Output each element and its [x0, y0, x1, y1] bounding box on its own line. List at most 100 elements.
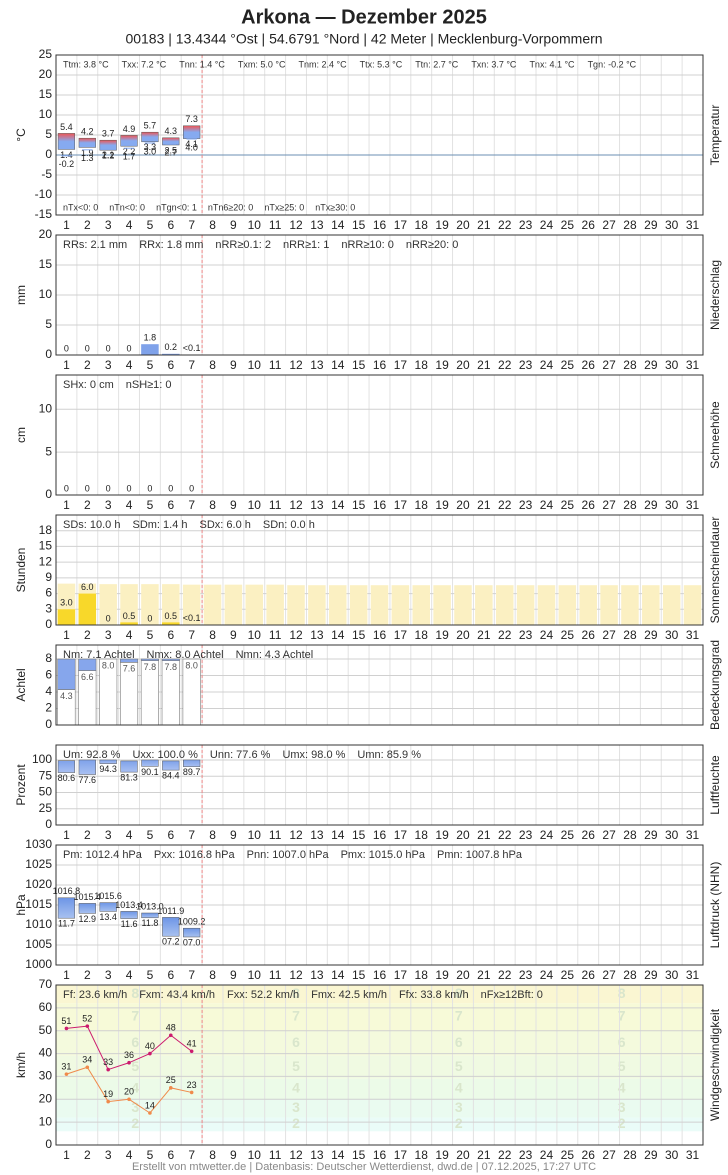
x-tick-label: 20	[456, 358, 470, 372]
value-label: 40	[145, 1041, 155, 1051]
bar	[412, 585, 431, 625]
point	[64, 1072, 69, 1076]
x-tick-label: 16	[373, 498, 387, 512]
x-tick-label: 27	[602, 358, 616, 372]
y-tick-label: 1000	[25, 957, 52, 971]
x-tick-label: 16	[373, 358, 387, 372]
x-tick-label: 4	[126, 628, 133, 642]
bar	[141, 584, 159, 625]
x-tick-label: 31	[686, 498, 700, 512]
bar	[224, 584, 243, 625]
beaufort-label: 6	[618, 1034, 626, 1050]
value-label: 7.3	[185, 114, 198, 124]
point	[127, 1097, 131, 1102]
bar	[266, 584, 284, 625]
bar	[308, 585, 326, 625]
value-label: 5.4	[60, 122, 73, 132]
value-label: 14	[145, 1100, 155, 1110]
y-tick-label: 20	[39, 227, 53, 241]
stat: nRR≥0.1: 2	[215, 239, 271, 251]
x-tick-label: 23	[519, 628, 533, 642]
y-tick-label: 5	[45, 444, 52, 458]
y-tick-label: -15	[35, 207, 53, 221]
panel-title: Temperatur	[708, 105, 722, 166]
stat: Tgn: -0.2 °C	[588, 59, 637, 69]
cover-gap	[119, 658, 139, 663]
x-tick-label: 19	[435, 498, 449, 512]
bar	[120, 584, 138, 625]
y-tick-label: 60	[39, 1000, 53, 1014]
panel-title: Schneehöhe	[708, 401, 722, 469]
y-tick-label: 6	[45, 586, 52, 600]
x-tick-label: 12	[289, 218, 303, 232]
x-tick-label: 21	[477, 628, 491, 642]
value-label: 1.2	[102, 151, 115, 161]
value-label: 2.5	[165, 145, 178, 155]
x-tick-label: 2	[84, 1148, 91, 1162]
x-tick-label: 27	[602, 1148, 616, 1162]
x-tick-label: 21	[477, 498, 491, 512]
stat: Uxx: 100.0 %	[132, 749, 198, 761]
y-tick-label: 20	[39, 67, 53, 81]
x-tick-label: 6	[167, 358, 174, 372]
plot-frame	[55, 844, 704, 966]
x-tick-label: 31	[686, 218, 700, 232]
beaufort-label: 8	[292, 985, 300, 1001]
y-tick-label: 12	[39, 554, 53, 568]
stat: Pxx: 1016.8 hPa	[154, 849, 236, 861]
y-tick-label: 0	[45, 617, 52, 631]
value-label: 0	[168, 483, 173, 493]
x-tick-label: 15	[352, 968, 366, 982]
range-bar	[120, 760, 138, 773]
value-label: 07.0	[183, 937, 201, 947]
x-tick-label: 3	[105, 968, 112, 982]
x-tick-label: 29	[644, 358, 658, 372]
value-label: 94.3	[99, 764, 117, 774]
x-tick-label: 8	[209, 968, 216, 982]
x-tick-label: 20	[456, 218, 470, 232]
x-tick-label: 18	[415, 358, 429, 372]
stat: Pmn: 1007.8 hPa	[437, 849, 523, 861]
x-tick-label: 13	[310, 828, 324, 842]
value-label: 0	[147, 483, 152, 493]
x-tick-label: 30	[665, 358, 679, 372]
value-label: 33	[103, 1057, 113, 1067]
x-tick-label: 13	[310, 628, 324, 642]
y-axis-title: km/h	[14, 1052, 28, 1078]
x-tick-label: 2	[84, 358, 91, 372]
x-tick-label: 14	[331, 218, 345, 232]
x-tick-label: 24	[540, 1148, 554, 1162]
plot-frame	[55, 374, 704, 496]
cover-gap	[57, 658, 76, 690]
stat: Ttx: 5.3 °C	[360, 59, 403, 69]
x-tick-label: 11	[269, 628, 282, 642]
x-tick-label: 10	[248, 358, 262, 372]
y-tick-label: 1025	[25, 857, 52, 871]
x-tick-label: 9	[230, 218, 237, 232]
value-label: 3.0	[60, 598, 73, 608]
range-bar	[120, 135, 138, 147]
y-tick-label: -10	[35, 187, 53, 201]
y-tick-label: 1020	[25, 877, 52, 891]
count: nTx≥30: 0	[315, 202, 355, 212]
stat: SDm: 1.4 h	[132, 519, 187, 531]
x-tick-label: 30	[665, 218, 679, 232]
x-tick-label: 30	[665, 1148, 679, 1162]
value-label: 3.3	[144, 142, 157, 152]
x-tick-label: 24	[540, 498, 554, 512]
x-tick-label: 22	[498, 218, 512, 232]
panel-title: Luftdruck (NHN)	[708, 862, 722, 949]
x-tick-label: 22	[498, 968, 512, 982]
bar	[370, 585, 389, 625]
y-tick-label: 9	[45, 570, 52, 584]
x-tick-label: 28	[623, 1148, 637, 1162]
plot-frame	[55, 514, 704, 626]
value-label: 3.7	[102, 129, 115, 139]
x-tick-label: 20	[456, 628, 470, 642]
bar	[57, 609, 76, 625]
panel-title: Sonnenscheindauer	[708, 517, 722, 624]
x-tick-label: 17	[394, 628, 408, 642]
stat: nRR≥10: 0	[341, 239, 394, 251]
x-tick-label: 30	[665, 628, 679, 642]
point	[106, 1067, 110, 1072]
